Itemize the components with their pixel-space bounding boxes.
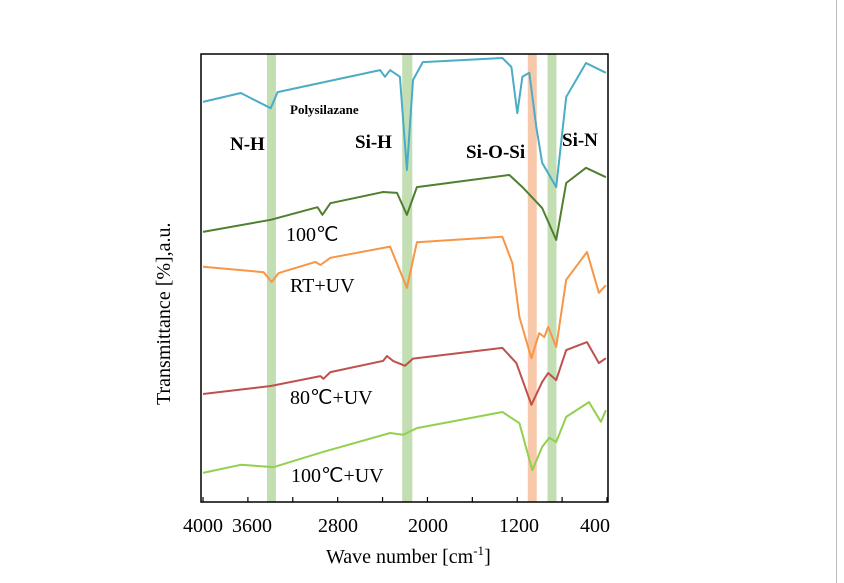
series-line — [202, 235, 607, 360]
label-sih: Si-H — [355, 132, 392, 153]
series-line — [202, 57, 607, 189]
label-rt-uv: RT+UV — [290, 275, 355, 297]
label-sin: Si-N — [562, 130, 598, 151]
band-highlights — [266, 54, 557, 502]
plot-frame — [200, 53, 609, 503]
series-line — [202, 166, 607, 241]
window-edge-divider — [836, 0, 837, 583]
y-axis-label: Transmittance [%],a.u. — [153, 222, 175, 405]
xtick-label: 2800 — [318, 515, 358, 537]
label-100c-uv: 100℃+UV — [291, 465, 384, 487]
x-axis-label: Wave number [cm-1] — [326, 543, 491, 568]
band-n-h — [266, 54, 276, 502]
label-siosi: Si-O-Si — [466, 142, 525, 163]
xtick-label: 3600 — [232, 515, 272, 537]
series-line — [202, 401, 607, 474]
x-ticks — [202, 497, 608, 502]
band-si-o-si — [527, 54, 537, 502]
series-line — [202, 341, 607, 406]
label-polysilazane: Polysilazane — [290, 102, 359, 117]
xtick-label: 2000 — [408, 515, 448, 537]
xtick-label: 400 — [580, 515, 610, 537]
xtick-label: 1200 — [499, 515, 539, 537]
label-100c: 100℃ — [286, 224, 338, 246]
xtick-label: 4000 — [183, 515, 223, 537]
band-si-n — [547, 54, 557, 502]
band-si-h — [402, 54, 413, 502]
label-nh: N-H — [230, 134, 265, 155]
label-80c-uv: 80℃+UV — [290, 387, 373, 409]
spectra-lines — [202, 57, 607, 474]
